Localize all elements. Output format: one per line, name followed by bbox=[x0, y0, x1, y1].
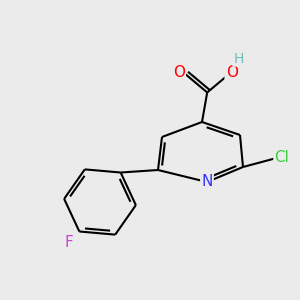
Text: F: F bbox=[65, 236, 74, 250]
Text: O: O bbox=[226, 65, 238, 80]
Text: Cl: Cl bbox=[274, 150, 289, 165]
Text: H: H bbox=[233, 52, 244, 66]
Text: N: N bbox=[201, 175, 213, 190]
Text: O: O bbox=[173, 65, 185, 80]
